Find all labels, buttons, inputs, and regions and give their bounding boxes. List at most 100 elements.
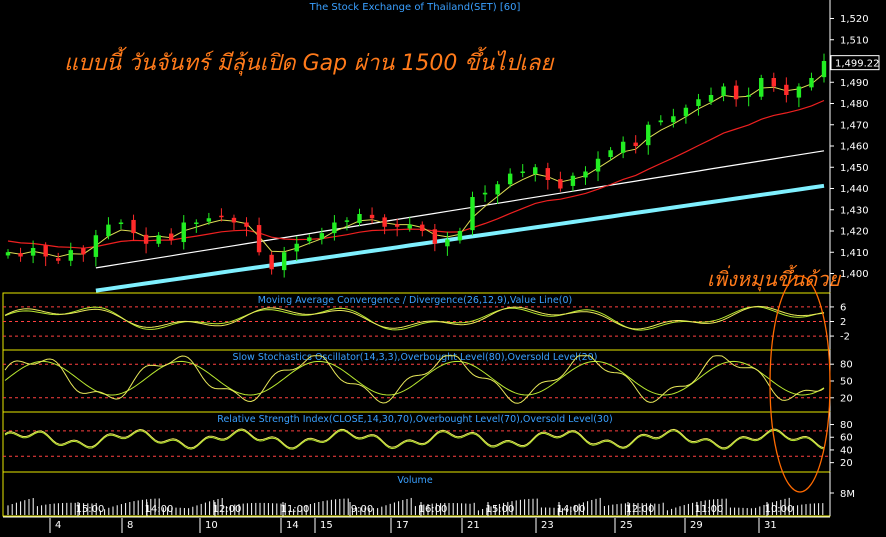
candle-body (482, 192, 488, 195)
x-time-label: 15:00 (76, 504, 105, 515)
x-time-label: 11:00 (695, 504, 724, 515)
candle-body (294, 243, 299, 252)
x-time-label: 12:00 (626, 504, 655, 515)
highlight-ellipse (769, 275, 831, 493)
ema-long-line (95, 150, 825, 269)
candle-body (394, 224, 400, 227)
stoch-tick-label: 50 (840, 377, 853, 388)
price-tick-label: 1,470 (840, 120, 869, 131)
candle-body (746, 95, 751, 97)
rsi-tick-label: 20 (840, 458, 853, 469)
x-date-label: 21 (467, 520, 480, 531)
candle-body (771, 78, 776, 87)
candle-body (219, 215, 224, 218)
rsi-signal-line (4, 429, 825, 450)
headline-annotation: แบบนี้ วันจันทร์ มีลุ้นเปิด Gap ผ่าน 150… (64, 46, 555, 76)
x-time-label: 15:00 (486, 504, 515, 515)
x-date-label: 29 (690, 520, 703, 531)
x-time-label: 12:00 (213, 504, 242, 515)
candle-body (733, 85, 739, 100)
candle-body (809, 78, 814, 88)
x-date-label: 8 (127, 520, 133, 531)
candle-body (344, 220, 350, 222)
candle-body (56, 258, 61, 261)
price-tick-label: 1,460 (840, 142, 869, 153)
candle-body (68, 250, 73, 261)
x-date-label: 4 (55, 520, 61, 531)
candle-body (821, 61, 827, 78)
rsi-title: Relative Strength Index(CLOSE,14,30,70),… (217, 414, 612, 425)
candle-body (269, 254, 274, 270)
candle-body (382, 217, 387, 227)
candle-body (332, 222, 337, 234)
price-panel: The Stock Exchange of Thailand(SET) [60]… (5, 0, 880, 293)
volume-panel: Volume 8M (2, 471, 855, 517)
macd-tick-label: 2 (840, 317, 846, 328)
candle-body (30, 248, 36, 256)
price-chart-title: The Stock Exchange of Thailand(SET) [60] (309, 2, 521, 13)
candle-body (696, 99, 701, 107)
candle-body (533, 167, 538, 175)
candle-body (759, 78, 764, 97)
last-price-label: 1,499.22 (835, 59, 880, 70)
candle-body (420, 224, 425, 231)
candle-body (457, 231, 463, 241)
candle-body (595, 158, 601, 172)
candle-body (281, 252, 287, 271)
candle-body (106, 224, 111, 237)
candle-body (646, 124, 651, 146)
candle-body (520, 171, 525, 173)
price-tick-label: 1,430 (840, 205, 869, 216)
candle-body (43, 245, 48, 257)
candle-body (194, 222, 199, 224)
candle-body (319, 233, 325, 240)
rsi-tick-label: 80 (840, 420, 853, 431)
price-tick-label: 1,410 (840, 248, 869, 259)
annotations: แบบนี้ วันจันทร์ มีลุ้นเปิด Gap ผ่าน 150… (64, 46, 841, 493)
candle-body (432, 229, 438, 244)
candle-body (708, 95, 714, 102)
volume-title: Volume (397, 475, 432, 486)
stoch-main-line (4, 355, 825, 404)
macd-signal-line (4, 306, 825, 331)
price-tick-label: 1,490 (840, 78, 869, 89)
stoch-tick-label: 20 (840, 393, 853, 404)
x-date-label: 14 (286, 520, 299, 531)
candle-body (721, 86, 726, 96)
price-tick-label: 1,480 (840, 99, 869, 110)
candle-body (671, 116, 676, 123)
candle-body (507, 173, 513, 185)
candle-body (5, 252, 11, 256)
candle-body (407, 224, 412, 229)
candle-body (369, 214, 375, 219)
candle-body (683, 107, 689, 117)
volume-tick-label: 8M (840, 489, 855, 500)
candle-body (169, 233, 174, 240)
rsi-tick-label: 40 (840, 445, 853, 456)
candle-body (81, 248, 86, 255)
price-tick-label: 1,510 (840, 35, 869, 46)
price-tick-label: 1,440 (840, 184, 869, 195)
candle-body (143, 234, 149, 244)
macd-tick-label: -2 (840, 332, 850, 343)
candle-body (93, 235, 99, 257)
price-tick-label: 1,520 (840, 14, 869, 25)
candle-body (545, 168, 551, 180)
x-time-label: 9:00 (351, 504, 373, 515)
candle-body (357, 214, 362, 223)
candle-body (307, 237, 312, 242)
x-axis: 15:00 14:00 12:00 11:00 9:00 16:00 15:00 14:00 1… (3, 502, 830, 533)
x-date-label: 23 (541, 520, 554, 531)
candle-body (206, 218, 212, 222)
x-date-label: 17 (396, 520, 409, 531)
last-price-box (830, 55, 880, 71)
candle-body (18, 253, 23, 257)
rsi-tick-label: 60 (840, 433, 853, 444)
macd-main-line (4, 305, 825, 330)
x-time-label: 11:00 (281, 504, 310, 515)
candle-body (470, 197, 475, 231)
candle-body (796, 86, 802, 98)
